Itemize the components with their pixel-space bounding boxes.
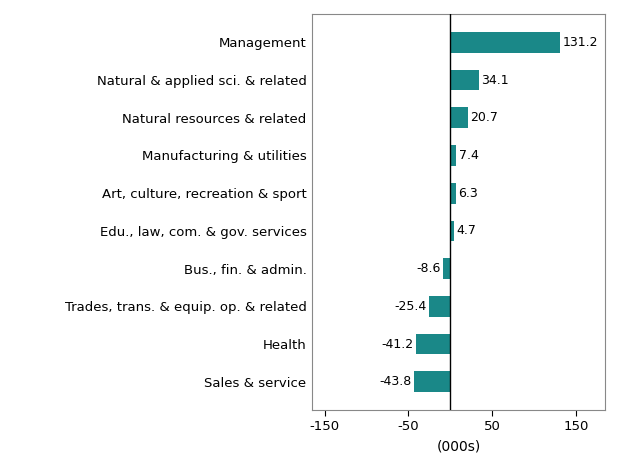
Bar — [443, 258, 451, 279]
Bar — [451, 107, 467, 128]
Text: 7.4: 7.4 — [459, 149, 479, 162]
Bar — [429, 296, 451, 317]
X-axis label: (000s): (000s) — [437, 439, 480, 453]
Bar — [451, 145, 457, 166]
Text: 131.2: 131.2 — [562, 36, 598, 49]
Bar — [416, 334, 451, 354]
Text: 20.7: 20.7 — [470, 111, 497, 124]
Text: -25.4: -25.4 — [394, 300, 427, 313]
Bar — [451, 32, 560, 53]
Text: 34.1: 34.1 — [481, 74, 509, 87]
Bar — [451, 220, 454, 241]
Bar — [414, 371, 451, 392]
Text: -43.8: -43.8 — [379, 375, 411, 388]
Bar — [451, 183, 456, 204]
Bar — [451, 70, 479, 90]
Text: 6.3: 6.3 — [457, 187, 477, 199]
Text: 4.7: 4.7 — [456, 225, 476, 237]
Text: -8.6: -8.6 — [417, 262, 441, 275]
Text: -41.2: -41.2 — [381, 337, 414, 350]
